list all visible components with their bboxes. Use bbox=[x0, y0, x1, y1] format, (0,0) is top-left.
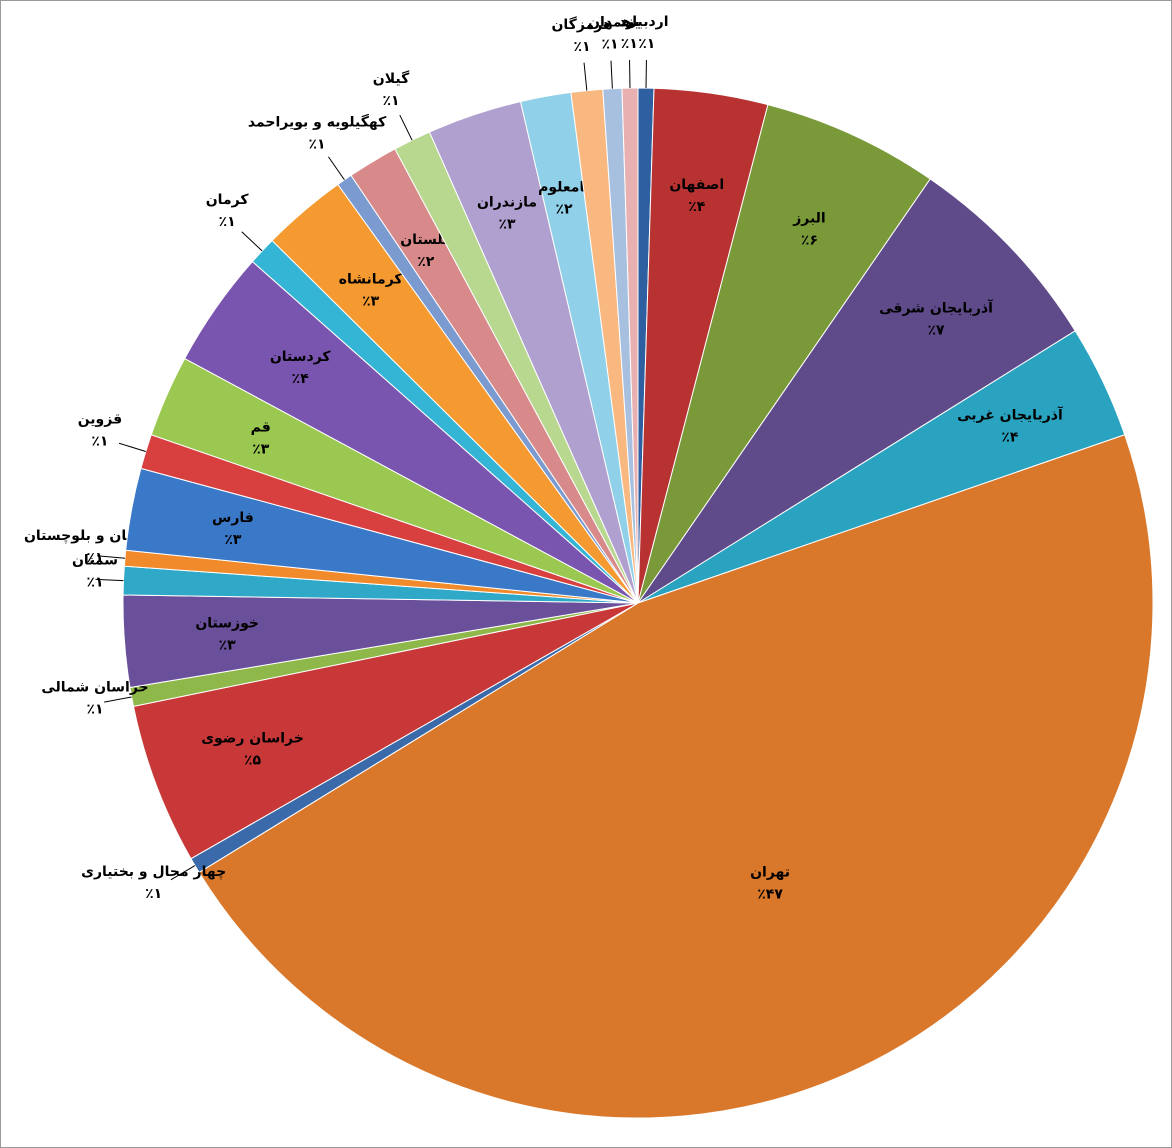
pie-slice bbox=[637, 178, 1076, 604]
slice-label: اردبیل bbox=[625, 14, 669, 30]
slice-label: هرمزگان bbox=[551, 16, 612, 33]
pie-slice bbox=[132, 602, 639, 860]
leader-line bbox=[241, 231, 263, 252]
value-label: ٪۱ bbox=[621, 36, 638, 52]
slice-label: البرز bbox=[792, 210, 826, 226]
leader-line bbox=[118, 442, 146, 452]
pie-slice bbox=[621, 87, 639, 604]
slice-label: قم bbox=[251, 419, 271, 435]
value-label: ٪۱ bbox=[382, 93, 399, 109]
value-label: ٪۵ bbox=[244, 752, 262, 768]
slice-label: خراسان شمالی bbox=[41, 680, 148, 696]
value-label: ٪۲ bbox=[417, 254, 435, 270]
value-label: ٪۱ bbox=[309, 136, 326, 152]
slice-label: کردستان bbox=[270, 349, 332, 365]
value-label: ٪۱ bbox=[638, 36, 655, 52]
value-label: ٪۱ bbox=[145, 886, 162, 902]
slice-label: همدان bbox=[588, 15, 632, 31]
pie-slice bbox=[637, 104, 931, 604]
slice-label: کرمان bbox=[206, 192, 250, 208]
leader-line bbox=[399, 114, 413, 141]
leader-line bbox=[328, 156, 345, 181]
value-label: ٪۳ bbox=[224, 532, 242, 548]
leader-line bbox=[610, 60, 613, 89]
value-label: ٪۲ bbox=[556, 202, 574, 218]
leader-line bbox=[104, 696, 132, 703]
value-label: ٪۳ bbox=[362, 294, 380, 310]
slice-label: چهار محال و بختیاری bbox=[81, 864, 226, 880]
slice-label: اصفهان bbox=[669, 177, 724, 193]
slice-label: قزوین bbox=[78, 411, 122, 427]
value-label: ٪۱ bbox=[86, 574, 103, 590]
value-label: ٪۱ bbox=[86, 550, 103, 566]
slice-label: آذربایجان غربی bbox=[957, 406, 1064, 424]
value-label: ٪۳ bbox=[498, 216, 516, 232]
slice-label: مازندران bbox=[477, 194, 537, 210]
slice-label: کهگیلویه و بویراحمد bbox=[248, 113, 387, 130]
value-label: ٪۱ bbox=[219, 214, 236, 230]
slice-label: آذربایجان شرقی bbox=[879, 299, 994, 317]
value-label: ٪۴ bbox=[688, 199, 706, 215]
slice-label: گلستان bbox=[400, 231, 452, 248]
slice-label: خوزستان bbox=[195, 616, 259, 632]
slice-label: یزد bbox=[619, 14, 640, 30]
value-label: ٪۱ bbox=[601, 37, 618, 53]
value-label: ٪۴ bbox=[292, 371, 310, 387]
value-label: ٪۱ bbox=[574, 39, 591, 55]
slice-label: فارس bbox=[212, 510, 254, 526]
value-label: ٪۴ bbox=[1001, 430, 1019, 446]
pie-slice bbox=[198, 434, 1154, 1119]
value-label: ٪۶ bbox=[801, 232, 818, 248]
leader-line bbox=[97, 555, 125, 559]
leader-line bbox=[170, 865, 196, 881]
leader-line bbox=[583, 62, 588, 91]
slice-label: کرمانشاه bbox=[339, 272, 404, 288]
value-label: ٪۱ bbox=[91, 433, 108, 449]
slice-label: گیلان bbox=[373, 70, 410, 87]
value-label: ٪۴۷ bbox=[757, 886, 783, 902]
value-label: ٪۷ bbox=[927, 323, 945, 339]
slice-label: نامعلوم bbox=[538, 180, 590, 196]
value-label: ٪۱ bbox=[86, 702, 103, 718]
leader-line bbox=[95, 578, 124, 582]
slice-label: خراسان رضوی bbox=[201, 730, 304, 746]
value-label: ٪۳ bbox=[252, 441, 270, 457]
value-label: ٪۳ bbox=[219, 638, 237, 654]
slice-label: تهران bbox=[750, 864, 790, 880]
